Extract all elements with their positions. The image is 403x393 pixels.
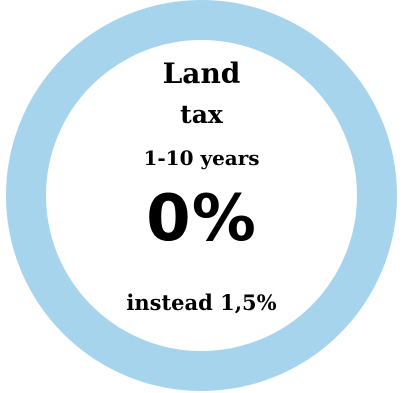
- title-line-land: Land: [162, 57, 241, 90]
- tax-rate-value: 0%: [146, 182, 257, 256]
- title-line-tax: tax: [180, 100, 223, 129]
- period-label: 1-10 years: [143, 146, 260, 170]
- previous-rate-label: instead 1,5%: [126, 290, 277, 315]
